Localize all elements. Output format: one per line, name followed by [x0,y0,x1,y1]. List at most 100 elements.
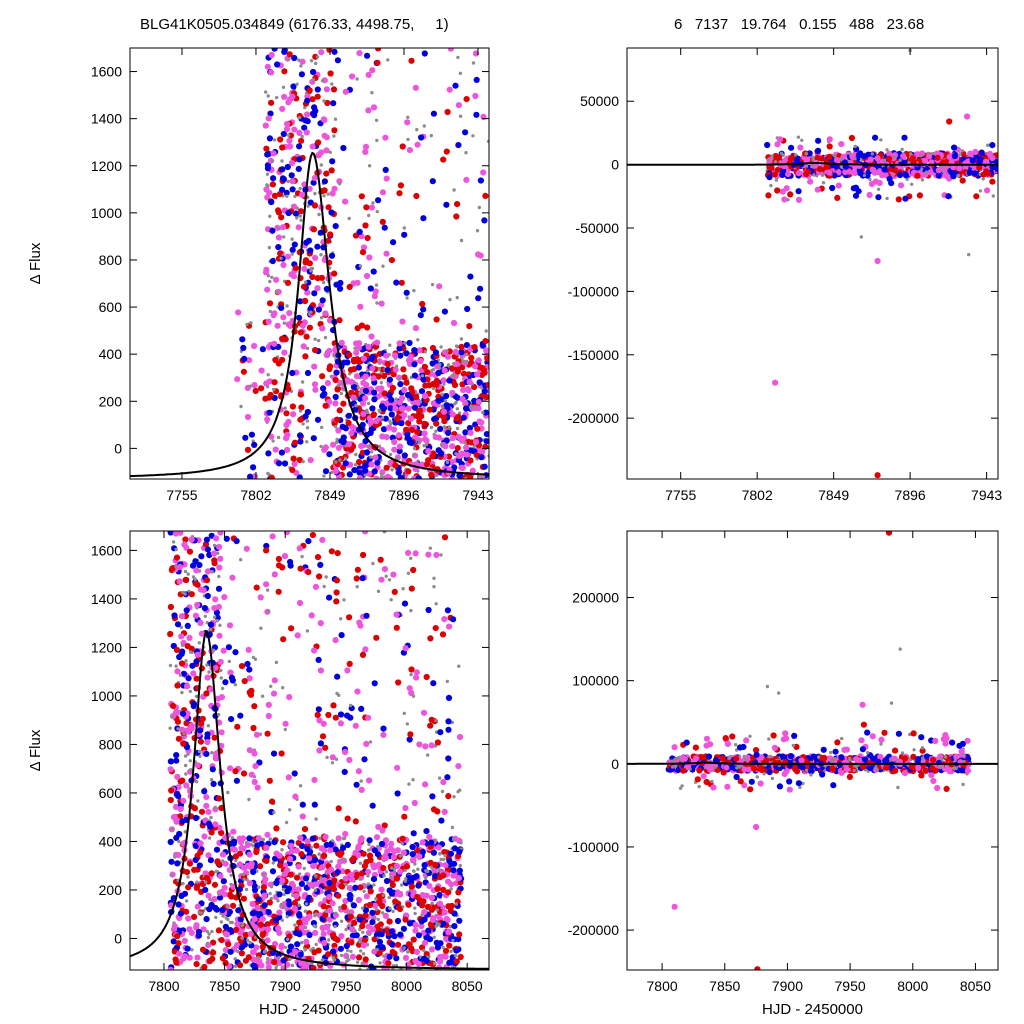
data-point-gray [868,177,872,182]
data-point-red [272,356,279,364]
data-point-gray [298,186,302,191]
data-point-blue [265,909,272,916]
data-point-blue [206,906,213,913]
data-point-red [405,901,412,908]
data-point-blue [239,336,246,343]
data-point-gray [405,722,409,726]
data-point-pink [237,929,244,937]
data-point-gray [275,95,279,100]
data-point-gray [332,958,337,962]
data-point-blue [181,890,189,897]
data-point-red [848,134,856,142]
data-point-gray [305,440,309,444]
data-point-pink [356,340,363,347]
data-point-pink [370,104,378,111]
data-point-red [392,462,399,469]
data-point-red [433,381,440,388]
data-point-blue [415,882,422,889]
data-point-gray [277,956,281,960]
data-point-gray [429,133,433,138]
data-point-blue [213,846,221,853]
data-point-pink [872,178,880,185]
data-point-red [423,673,430,681]
data-point-blue [310,435,317,442]
data-point-blue [994,165,998,172]
data-point-pink [254,904,261,912]
data-point-red [399,143,406,150]
data-point-pink [244,862,251,869]
y-tick-label: 0 [611,157,619,173]
data-point-pink [425,448,432,455]
data-point-gray [183,569,188,574]
data-point-gray [284,945,288,950]
data-point-gray [343,836,347,840]
data-point-gray [193,577,197,582]
data-point-pink [450,319,458,327]
data-point-gray [301,459,305,464]
data-point-blue [460,414,467,421]
data-point-pink [375,823,382,831]
data-point-blue [362,387,370,394]
data-point-gray [176,727,180,731]
data-point-red [363,204,370,211]
data-point-blue [323,285,330,293]
data-point-blue [978,149,985,156]
data-point-gray [458,863,462,868]
data-point-blue [287,943,294,950]
data-point-blue [359,575,366,582]
data-point-blue [481,217,488,224]
data-point-pink [419,839,426,846]
data-point-red [775,154,782,161]
data-point-pink [295,863,302,870]
data-point-red [283,410,290,417]
data-point-pink [413,948,420,956]
data-point-gray [298,872,302,876]
data-point-gray [326,192,330,196]
data-point-gray [199,911,203,915]
data-point-blue [265,450,272,457]
data-point-pink [356,50,363,57]
data-point-blue [806,150,813,157]
data-point-gray [406,950,410,954]
data-point-blue [240,344,247,351]
data-point-red [251,703,258,710]
data-point-pink [382,912,389,920]
data-point-red [471,383,478,391]
outlier-point [874,257,881,265]
y-tick-label: -50000 [575,220,619,236]
data-point-red [316,573,323,580]
data-point-pink [178,613,186,620]
data-point-gray [411,869,416,873]
data-point-pink [392,352,399,359]
data-point-gray [305,346,310,351]
data-point-red [909,155,916,162]
y-tick-label: 0 [114,930,122,946]
data-point-blue [445,694,453,702]
data-point-pink [203,794,210,801]
data-point-gray [205,663,209,667]
data-point-pink [407,356,414,363]
data-point-red [219,955,226,962]
data-point-blue [370,268,377,275]
data-point-blue [189,662,196,669]
data-point-gray [286,179,290,184]
data-point-gray [981,177,985,181]
data-point-gray [339,617,343,621]
data-point-pink [284,961,291,968]
data-point-blue [303,239,310,246]
data-point-pink [174,773,181,780]
data-point-blue [445,429,452,436]
data-point-pink [288,880,296,887]
data-point-red [280,839,287,846]
data-point-blue [310,68,317,76]
data-point-red [361,937,368,944]
x-tick-label: 7950 [330,978,361,994]
data-point-red [474,425,481,432]
y-tick-label: 600 [99,785,123,801]
data-point-red [215,795,223,802]
outlier-point [776,136,784,143]
data-point-gray [446,363,451,367]
data-point-pink [412,325,419,332]
data-point-pink [198,630,206,637]
data-point-gray [991,194,995,198]
